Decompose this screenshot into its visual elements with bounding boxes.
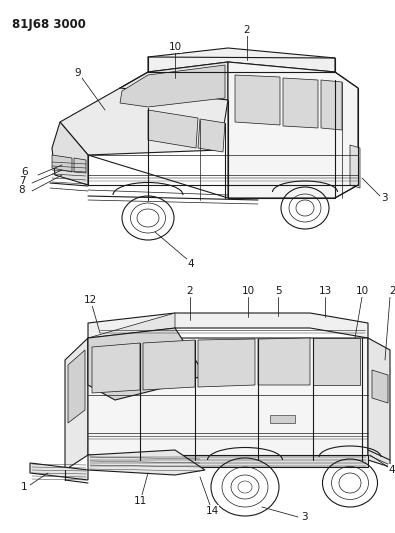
Polygon shape [88, 313, 175, 338]
Polygon shape [228, 62, 358, 198]
Text: 2: 2 [244, 25, 250, 35]
Polygon shape [198, 339, 255, 387]
Polygon shape [60, 88, 228, 155]
Text: 10: 10 [241, 286, 254, 296]
Text: 10: 10 [168, 42, 182, 52]
Polygon shape [68, 350, 85, 423]
Polygon shape [118, 62, 228, 108]
Text: 1: 1 [21, 482, 27, 492]
Polygon shape [65, 338, 88, 470]
Polygon shape [74, 158, 86, 173]
Text: 2: 2 [187, 286, 193, 296]
Polygon shape [198, 119, 225, 152]
Polygon shape [52, 155, 72, 172]
Polygon shape [88, 455, 368, 467]
Text: 11: 11 [134, 496, 147, 506]
Text: 7: 7 [19, 176, 25, 186]
Text: 5: 5 [275, 286, 281, 296]
Polygon shape [88, 450, 205, 475]
Polygon shape [350, 145, 360, 188]
Polygon shape [143, 340, 195, 390]
Text: 2: 2 [390, 286, 395, 296]
Polygon shape [313, 338, 360, 385]
Polygon shape [258, 338, 310, 385]
Polygon shape [321, 80, 342, 130]
Text: 12: 12 [83, 295, 97, 305]
Text: 4: 4 [389, 465, 395, 475]
Polygon shape [283, 78, 318, 128]
Text: 3: 3 [301, 512, 307, 522]
Text: 4: 4 [188, 259, 194, 269]
Polygon shape [235, 75, 280, 125]
Polygon shape [88, 338, 368, 460]
Text: 14: 14 [205, 506, 218, 516]
Polygon shape [88, 313, 368, 338]
Polygon shape [372, 370, 388, 403]
Polygon shape [120, 65, 225, 107]
Text: 3: 3 [381, 193, 387, 203]
Text: 81J68 3000: 81J68 3000 [12, 18, 86, 31]
Polygon shape [88, 328, 205, 400]
Text: 8: 8 [19, 185, 25, 195]
Polygon shape [148, 110, 198, 148]
Polygon shape [30, 463, 88, 480]
Text: 10: 10 [356, 286, 369, 296]
Polygon shape [148, 48, 335, 72]
Polygon shape [270, 415, 295, 423]
Polygon shape [368, 338, 390, 467]
Text: 9: 9 [75, 68, 81, 78]
Polygon shape [52, 122, 88, 185]
Polygon shape [92, 343, 140, 393]
Text: 6: 6 [22, 167, 28, 177]
Text: 13: 13 [318, 286, 332, 296]
